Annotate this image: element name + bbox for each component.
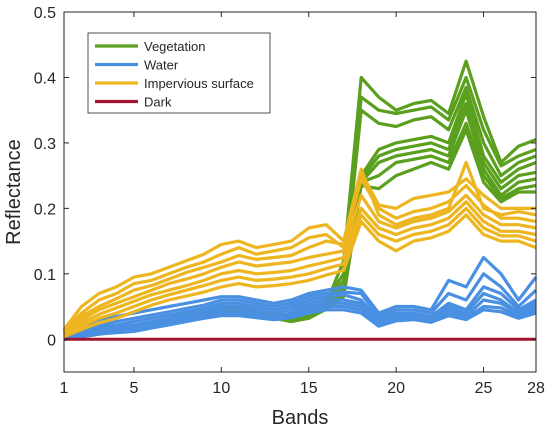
y-axis-label: Reflectance (3, 139, 25, 245)
y-tick-label: 0.3 (34, 136, 56, 153)
x-tick-label: 1 (60, 380, 69, 397)
impervious-surface-line-3 (62, 177, 537, 334)
impervious-surface-line-5 (63, 200, 537, 337)
plot-frame (63, 11, 537, 373)
y-tick-label: 0.1 (34, 267, 56, 284)
water-line-6 (63, 304, 537, 340)
impervious-surface-line-2 (62, 170, 536, 333)
x-axis-ticks: 1 5 10 15 20 25 28 (60, 12, 545, 397)
legend-label: Impervious surface (144, 76, 254, 91)
x-tick-label: 15 (300, 380, 318, 397)
x-tick-label: 5 (129, 380, 138, 397)
water-line-1 (63, 255, 538, 335)
y-tick-label: 0.4 (34, 70, 56, 87)
x-tick-label: 10 (212, 380, 230, 397)
y-tick-label: 0.5 (34, 5, 56, 22)
water-line-5 (63, 298, 537, 339)
impervious-surface-line-6 (63, 206, 537, 338)
x-axis-label: Bands (272, 407, 329, 429)
impervious-surface-line-7 (63, 213, 537, 339)
impervious-surface-line-4 (62, 193, 537, 336)
legend-label: Water (144, 58, 179, 73)
legend-label: Dark (144, 95, 172, 110)
x-tick-label: 25 (475, 380, 493, 397)
y-tick-label: 0 (47, 332, 56, 349)
water-line-2 (63, 272, 538, 336)
legend: Vegetation Water Impervious surface Dark (87, 32, 271, 114)
series-layer (62, 59, 538, 341)
x-tick-label: 28 (527, 380, 545, 397)
x-tick-label: 20 (387, 380, 405, 397)
y-tick-label: 0.2 (34, 201, 56, 218)
y-axis-ticks: 0 0.1 0.2 0.3 0.4 0.5 (34, 5, 536, 349)
water-line-4 (63, 291, 537, 339)
legend-label: Vegetation (144, 39, 205, 54)
water-line-3 (63, 285, 537, 338)
water-line-7 (63, 308, 537, 341)
